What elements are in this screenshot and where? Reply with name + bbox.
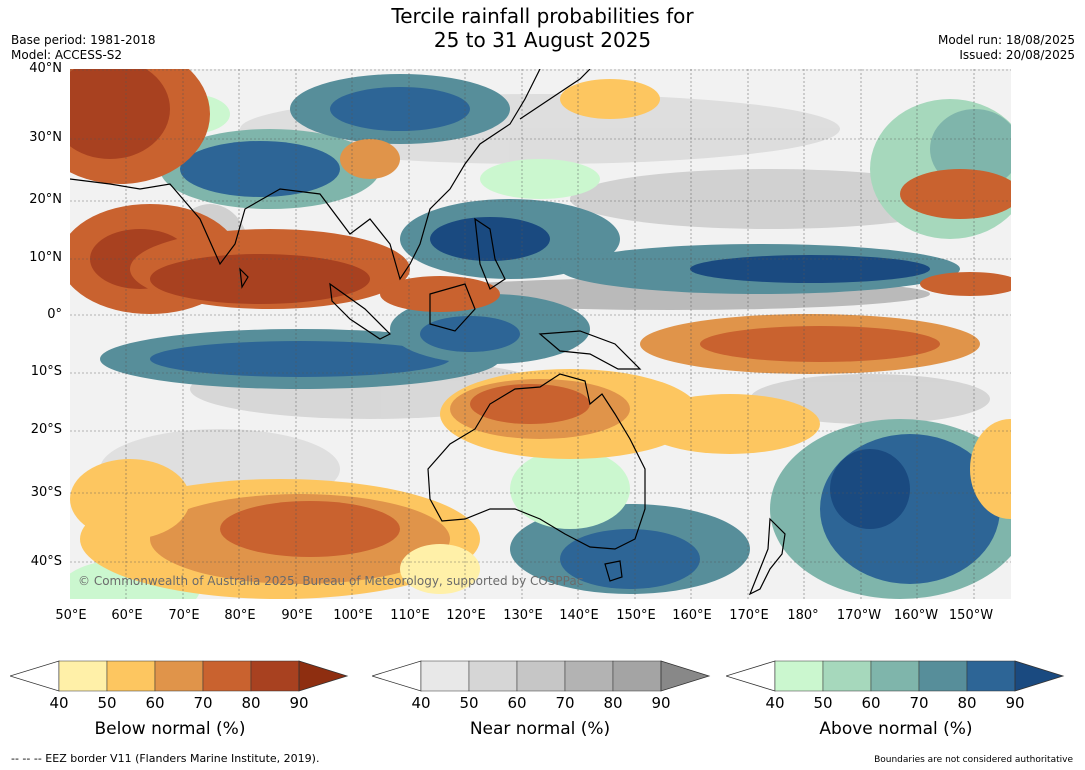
lon-label: 70°E [168,608,200,623]
model-run: Model run: 18/08/2025 [937,33,1075,47]
above-tick: 70 [909,694,929,712]
model-info: Base period: 1981-2018 Model: ACCESS-S2 [11,33,156,63]
below-colorbar-segment [202,660,252,692]
boundaries-disclaimer: Boundaries are not considered authoritat… [874,755,1073,765]
near-colorbar-segment [612,660,662,692]
below-tick: 80 [241,694,261,712]
above-tick: 90 [1005,694,1025,712]
near-colorbar-segment [516,660,566,692]
run-info: Model run: 18/08/2025 Issued: 20/08/2025 [938,33,1075,63]
below-colorbar-segment [154,660,204,692]
above-colorbar-segment [918,660,968,692]
borneo-coastline [429,283,476,332]
lat-label: 40°S [30,554,62,569]
lon-label: 150°W [948,608,994,623]
above-tick: 60 [861,694,881,712]
lat-label: 30°N [29,130,62,145]
cbar-low-triangle [372,660,422,692]
below-colorbar-segment [298,660,349,692]
lon-label: 150°E [616,608,656,623]
below-tick: 60 [145,694,165,712]
lon-label: 100°E [333,608,373,623]
near-tick: 80 [603,694,623,712]
lat-label: 10°N [29,250,62,265]
lat-label: 10°S [30,364,62,379]
above-tick: 50 [813,694,833,712]
near-normal-colorbar [372,660,711,692]
above-normal-label: Above normal (%) [819,719,973,739]
australia-coastline [427,373,646,550]
lat-label: 40°N [29,61,62,76]
lon-label: 110°E [390,608,430,623]
map-title: Tercile rainfall probabilities for 25 to… [0,4,1085,52]
cbar-low-triangle [10,660,60,692]
above-colorbar-segment [870,660,920,692]
sri-lanka-coastline [239,267,249,289]
near-normal-label: Near normal (%) [469,719,611,739]
below-colorbar-segment [106,660,156,692]
lon-label: 160°E [672,608,712,623]
lon-label: 160°W [893,608,939,623]
below-normal-colorbar [10,660,349,692]
lon-label: 170°W [836,608,882,623]
near-colorbar-segment [564,660,614,692]
lon-label: 180° [787,608,819,623]
graticule [70,69,1011,599]
near-colorbar-segment [660,660,711,692]
below-tick: 50 [97,694,117,712]
philippines-coastline [474,217,506,290]
base-period: Base period: 1981-2018 [11,33,156,47]
near-tick: 50 [459,694,479,712]
cbar-low-triangle [726,660,776,692]
lon-label: 80°E [224,608,256,623]
below-colorbar-segment [58,660,108,692]
issued-date: Issued: 20/08/2025 [959,48,1075,62]
below-normal-regions [70,69,1011,599]
above-colorbar-segment [774,660,824,692]
rainfall-probability-map: © Commonwealth of Australia 2025, Bureau… [70,69,1011,599]
lon-label: 60°E [111,608,143,623]
coastlines [70,69,786,596]
sumatra-coastline [329,282,392,340]
below-colorbar-segment [250,660,300,692]
lon-label: 90°E [281,608,313,623]
lon-label: 130°E [503,608,543,623]
near-tick: 60 [507,694,527,712]
copyright-notice: © Commonwealth of Australia 2025, Bureau… [78,574,583,588]
above-colorbar-segment [966,660,1016,692]
lat-label: 30°S [30,485,62,500]
above-colorbar-segment [822,660,872,692]
japan-coastline [519,69,591,120]
near-tick: 70 [555,694,575,712]
model-name: Model: ACCESS-S2 [11,48,123,62]
asia-coastline [70,69,541,281]
below-tick: 70 [193,694,213,712]
below-tick: 90 [289,694,309,712]
lat-label: 0° [47,307,62,322]
near-tick: 90 [651,694,671,712]
near-tick: 40 [411,694,431,712]
above-normal-colorbar [726,660,1065,692]
lat-label: 20°S [30,422,62,437]
title-line-1: Tercile rainfall probabilities for [391,4,694,28]
near-colorbar-segment [420,660,470,692]
lon-label: 140°E [559,608,599,623]
lon-label: 120°E [446,608,486,623]
lat-label: 20°N [29,192,62,207]
tasmania-coastline [604,560,623,582]
lon-label: 50°E [55,608,87,623]
lon-label: 170°E [729,608,769,623]
eez-border-note: -- -- -- EEZ border V11 (Flanders Marine… [11,752,320,765]
new-guinea-coastline [538,330,642,370]
above-colorbar-segment [1014,660,1065,692]
title-line-2: 25 to 31 August 2025 [433,28,652,52]
below-tick: 40 [49,694,69,712]
above-tick: 40 [765,694,785,712]
map-canvas: © Commonwealth of Australia 2025, Bureau… [70,69,1011,599]
new-zealand-coastline [748,517,786,596]
near-colorbar-segment [468,660,518,692]
below-normal-label: Below normal (%) [94,719,246,739]
above-tick: 80 [957,694,977,712]
